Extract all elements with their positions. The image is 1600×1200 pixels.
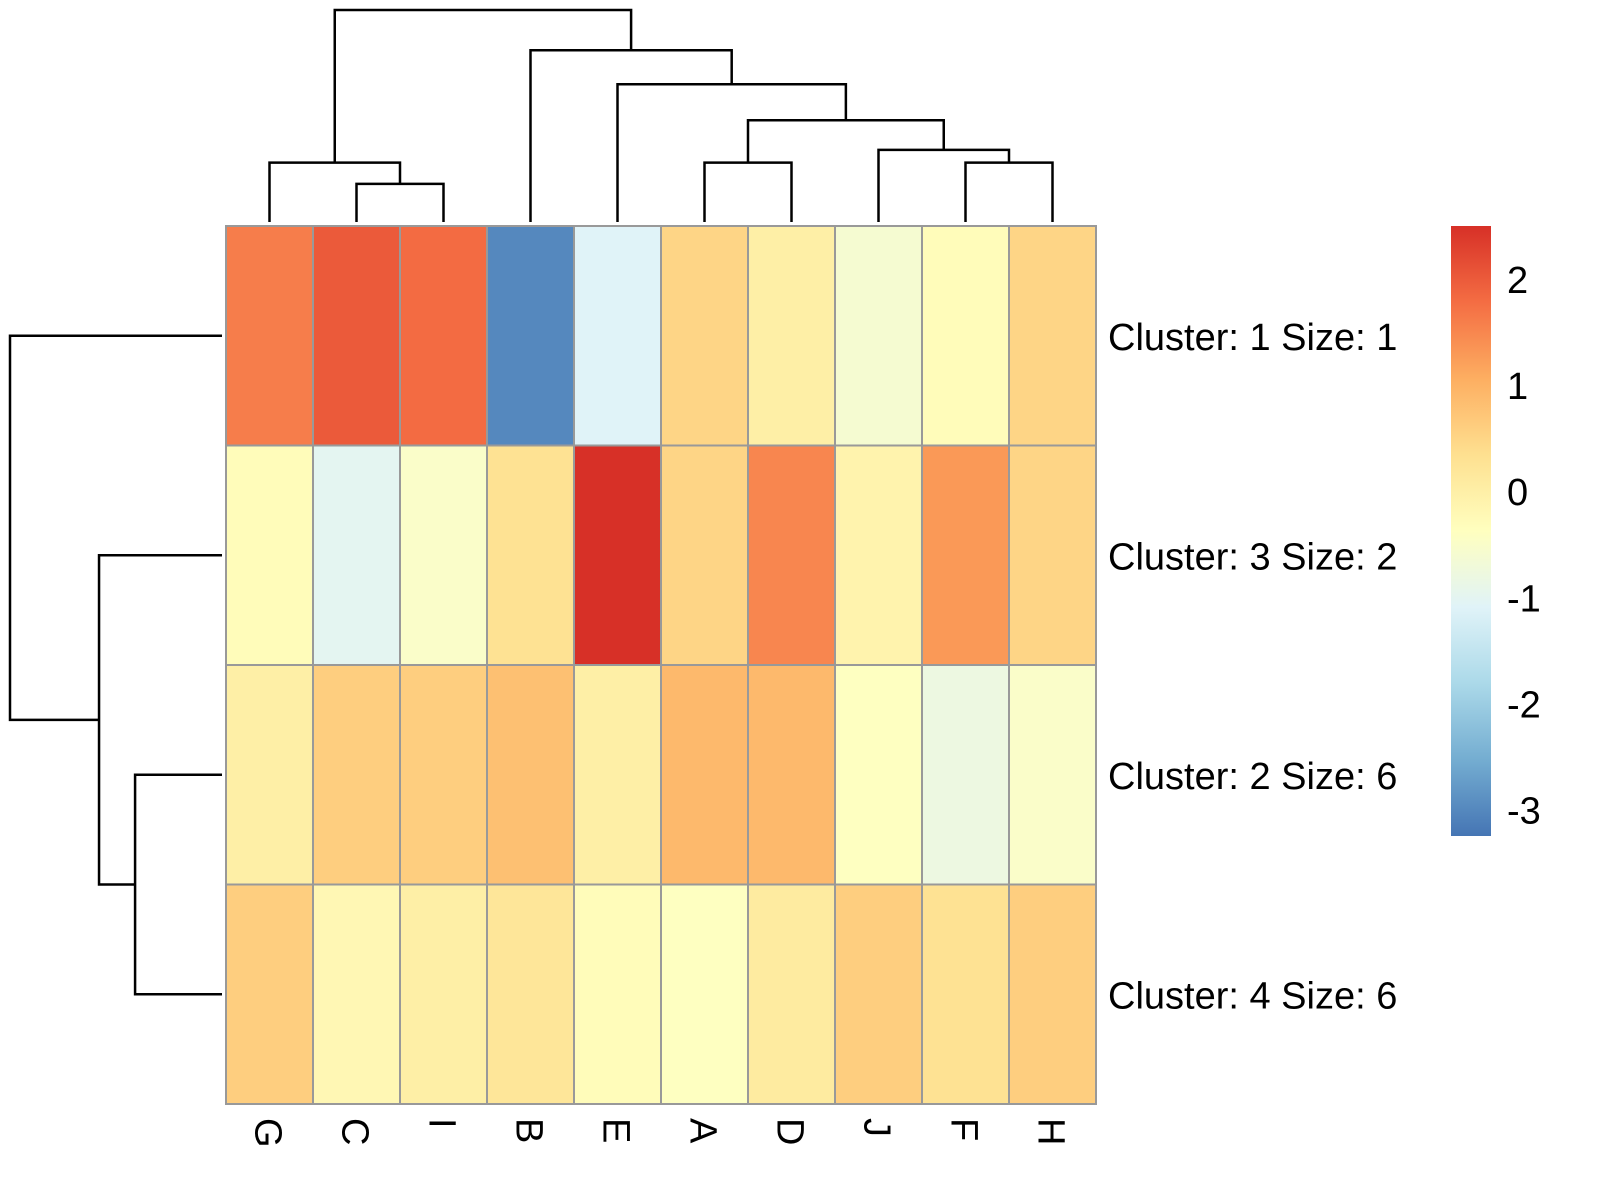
heatmap-cell bbox=[225, 664, 314, 886]
heatmap-cell bbox=[399, 225, 488, 447]
heatmap-cell bbox=[312, 225, 401, 447]
heatmap-cell bbox=[1008, 664, 1097, 886]
dendrogram-branch bbox=[616, 82, 848, 222]
heatmap-cell bbox=[834, 883, 923, 1105]
heatmap-cell bbox=[486, 664, 575, 886]
colorbar-tick-label: 1 bbox=[1507, 366, 1528, 408]
dendrogram-branch bbox=[964, 161, 1054, 222]
column-label: D bbox=[769, 1118, 811, 1145]
heatmap-cell bbox=[225, 225, 314, 447]
heatmap-cell bbox=[573, 664, 662, 886]
column-label: G bbox=[247, 1118, 289, 1148]
heatmap-cell bbox=[312, 883, 401, 1105]
dendrogram-branch bbox=[97, 554, 222, 886]
heatmap-cell bbox=[486, 444, 575, 666]
heatmap-cell bbox=[399, 664, 488, 886]
column-label: A bbox=[682, 1118, 724, 1144]
heatmap-cell bbox=[573, 225, 662, 447]
dendrogram-branch bbox=[877, 148, 1011, 222]
heatmap-cell bbox=[225, 444, 314, 666]
heatmap-cell bbox=[486, 883, 575, 1105]
heatmap-cell bbox=[399, 444, 488, 666]
heatmap-cell bbox=[747, 225, 836, 447]
heatmap-cell bbox=[747, 664, 836, 886]
heatmap-cell bbox=[747, 883, 836, 1105]
column-label: J bbox=[856, 1118, 898, 1137]
heatmap-cell bbox=[834, 664, 923, 886]
heatmap-cell bbox=[1008, 883, 1097, 1105]
heatmap-cell bbox=[834, 225, 923, 447]
row-labels: Cluster: 1 Size: 1 Cluster: 3 Size: 2 Clus… bbox=[1108, 317, 1397, 1018]
heatmap-cell bbox=[921, 444, 1010, 666]
column-label: H bbox=[1030, 1118, 1072, 1145]
colorbar-tick-label: 2 bbox=[1507, 260, 1528, 302]
colorbar-tick-label: -2 bbox=[1507, 684, 1541, 726]
colorbar-tick-label: 0 bbox=[1507, 472, 1528, 514]
dendrogram-branch bbox=[333, 8, 633, 163]
dendrogram-branch bbox=[133, 773, 222, 996]
column-label: I bbox=[421, 1118, 463, 1129]
column-label: C bbox=[334, 1118, 376, 1145]
heatmap-cell bbox=[921, 883, 1010, 1105]
row-label: Cluster: 2 Size: 6 bbox=[1108, 756, 1397, 798]
row-label: Cluster: 4 Size: 6 bbox=[1108, 975, 1397, 1017]
colorbar-tick-label: -3 bbox=[1507, 790, 1541, 832]
heatmap-cell bbox=[486, 225, 575, 447]
row-label: Cluster: 1 Size: 1 bbox=[1108, 317, 1397, 359]
dendrogram-branch bbox=[8, 334, 222, 722]
heatmap-cell bbox=[660, 664, 749, 886]
heatmap-cell bbox=[573, 883, 662, 1105]
heatmap-cell bbox=[660, 883, 749, 1105]
row-label: Cluster: 3 Size: 2 bbox=[1108, 536, 1397, 578]
color-legend: 2 1 0 -1 -2 -3 bbox=[1451, 226, 1541, 836]
heatmap-cell bbox=[399, 883, 488, 1105]
column-label: F bbox=[943, 1118, 985, 1141]
heatmap-cell bbox=[312, 664, 401, 886]
heatmap-cell bbox=[660, 225, 749, 447]
dendrogram-branch bbox=[529, 49, 733, 222]
column-dendrogram bbox=[268, 8, 1054, 222]
row-dendrogram bbox=[8, 334, 222, 996]
colorbar-tick-label: -1 bbox=[1507, 578, 1541, 620]
dendrogram-branch bbox=[355, 182, 445, 222]
heatmap-cell bbox=[312, 444, 401, 666]
heatmap-cell bbox=[1008, 444, 1097, 666]
heatmap-cells bbox=[225, 225, 1097, 1105]
heatmap-cell bbox=[573, 444, 662, 666]
heatmap-cell bbox=[834, 444, 923, 666]
heatmap-cell bbox=[747, 444, 836, 666]
heatmap-cell bbox=[660, 444, 749, 666]
dendrogram-branch bbox=[268, 161, 402, 222]
heatmap-cell bbox=[921, 664, 1010, 886]
column-label: E bbox=[595, 1118, 637, 1143]
dendrogram-branch bbox=[703, 161, 793, 222]
dendrogram-branch bbox=[746, 118, 945, 163]
heatmap-cell bbox=[1008, 225, 1097, 447]
heatmap-cell bbox=[225, 883, 314, 1105]
colorbar bbox=[1451, 226, 1491, 836]
column-label: B bbox=[508, 1118, 550, 1143]
heatmap-cell bbox=[921, 225, 1010, 447]
